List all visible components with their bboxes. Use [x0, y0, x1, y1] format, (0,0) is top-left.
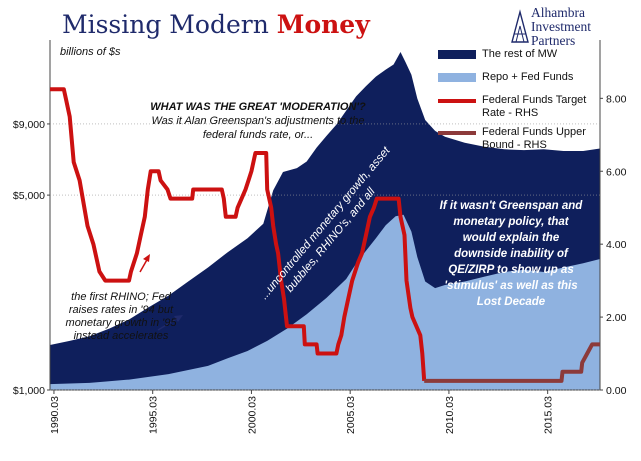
plot-area: [50, 52, 600, 390]
logo-line: Investment: [531, 19, 591, 34]
annotation-rhino-line: monetary growth in '95: [65, 317, 177, 329]
annotation-rhino-line: instead accelerates: [73, 330, 169, 342]
y-right-tick-label: 8.00: [606, 93, 627, 105]
annotation-greenspan-line: Lost Decade: [476, 296, 546, 308]
legend-label: The rest of MW: [482, 48, 558, 60]
x-tick-label: 2000.03: [246, 396, 258, 434]
logo-line: Partners: [531, 33, 576, 48]
legend-label: Federal Funds Target Rate - RHS: [482, 94, 587, 119]
logo-text: Alhambra Investment Partners: [531, 6, 591, 48]
company-logo: Alhambra Investment Partners: [509, 4, 635, 48]
logo-mark-icon: [511, 9, 529, 43]
annotation-moderation-line: Was it Alan Greenspan's adjustments to t…: [151, 115, 365, 127]
axes: $1,000 $5,000 $9,000 0.00 2.00 4.00 6.00 8.00 19…: [13, 40, 627, 434]
x-tick-label: 1995.03: [148, 396, 160, 434]
annotation-greenspan-line: would explain the: [462, 232, 560, 244]
legend-swatch: [438, 50, 476, 59]
units-label: billions of $s: [60, 46, 121, 58]
y-right-tick-label: 4.00: [606, 239, 627, 251]
annotation-rhino-line: the first RHINO; Fed: [71, 291, 171, 303]
legend-swatch: [438, 99, 476, 103]
y-right-tick-label: 6.00: [606, 166, 627, 178]
y-right-tick-label: 2.00: [606, 312, 627, 324]
arrow-icon: [157, 315, 183, 331]
x-tick-label: 2015.03: [543, 396, 555, 434]
annotation-greenspan-line: If it wasn't Greenspan and: [439, 200, 583, 212]
annotation-greenspan-line: 'stimulus' as well as this: [444, 280, 578, 292]
annotation-rhino: the first RHINO; Fed raises rates in '94…: [56, 291, 186, 343]
y-left-tick-label: $1,000: [13, 385, 45, 397]
chart-title: Missing Modern Money: [62, 10, 370, 39]
annotation-greenspan-line: monetary policy, that: [453, 216, 569, 228]
line-fed-funds-upper-bound: [424, 342, 600, 383]
y-left-tick-label: $9,000: [13, 119, 45, 131]
annotation-greenspan: If it wasn't Greenspan and monetary poli…: [432, 198, 590, 310]
annotation-rhino-line: raises rates in '94 but: [68, 304, 174, 316]
legend-swatch: [438, 131, 476, 135]
annotation-greenspan-line: downside inability of: [454, 248, 568, 260]
logo-line: Alhambra: [531, 5, 585, 20]
x-tick-label: 2010.03: [444, 396, 456, 434]
y-right-tick-label: 0.00: [606, 385, 627, 397]
legend-swatch: [438, 73, 476, 82]
annotation-arrows: [139, 254, 183, 331]
legend-label: Federal Funds Upper Bound - RHS: [482, 126, 586, 151]
title-part-2: Money: [276, 10, 370, 39]
annotation-greenspan-line: QE/ZIRP to show up as: [448, 264, 574, 276]
annotation-moderation-line: federal funds rate, or...: [202, 129, 314, 141]
area-repo-fed-funds: [50, 214, 600, 390]
y-left-tick-label: $5,000: [13, 190, 45, 202]
x-tick-label: 1990.03: [49, 396, 61, 434]
legend-label: Repo + Fed Funds: [482, 71, 574, 83]
annotation-moderation-title: WHAT WAS THE GREAT 'MODERATION'?: [150, 101, 366, 113]
arrow-icon: [139, 254, 150, 273]
line-fed-funds-target: [50, 87, 427, 382]
title-part-1: Missing Modern: [62, 10, 269, 39]
x-tick-label: 2005.03: [345, 396, 357, 434]
rate-lines: [50, 87, 600, 383]
annotation-moderation: WHAT WAS THE GREAT 'MODERATION'? Was it …: [98, 100, 418, 142]
